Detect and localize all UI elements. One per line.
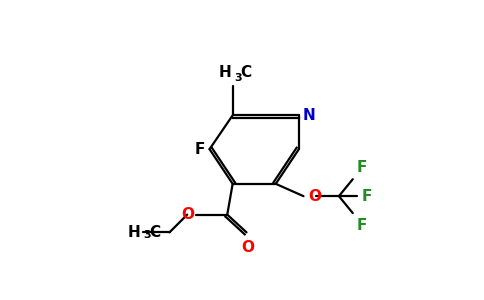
Text: O: O <box>308 189 321 204</box>
Text: O: O <box>242 240 255 255</box>
Text: 3: 3 <box>234 73 242 83</box>
Text: H: H <box>127 225 140 240</box>
Text: F: F <box>195 142 205 157</box>
Text: O: O <box>181 207 194 222</box>
Text: N: N <box>302 108 316 123</box>
Text: F: F <box>357 218 367 233</box>
Text: H: H <box>218 65 231 80</box>
Text: F: F <box>362 189 372 204</box>
Text: C: C <box>150 225 161 240</box>
Text: C: C <box>241 65 252 80</box>
Text: 3: 3 <box>143 230 151 240</box>
Text: F: F <box>357 160 367 175</box>
